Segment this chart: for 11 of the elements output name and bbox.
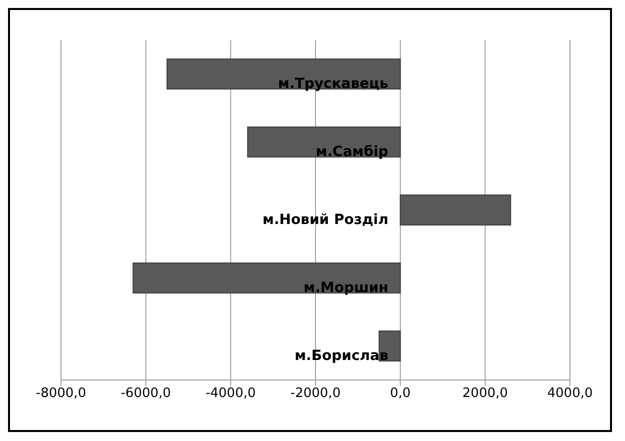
y-tick-label: м.Самбір <box>316 144 388 160</box>
y-tick-label: м.Новий Розділ <box>262 212 388 228</box>
x-tick-label: -6000,0 <box>120 386 171 402</box>
x-tick-label: -8000,0 <box>36 386 86 402</box>
x-tick-label: 4000,0 <box>547 386 593 402</box>
x-tick-label: -4000,0 <box>206 386 256 402</box>
x-tick-label: -2000,0 <box>290 386 341 402</box>
x-tick-label: 0,0 <box>390 386 411 402</box>
y-tick-label: м.Трускавець <box>278 76 388 92</box>
x-tick-label: 2000,0 <box>462 386 508 402</box>
y-tick-label: м.Моршин <box>304 280 388 296</box>
